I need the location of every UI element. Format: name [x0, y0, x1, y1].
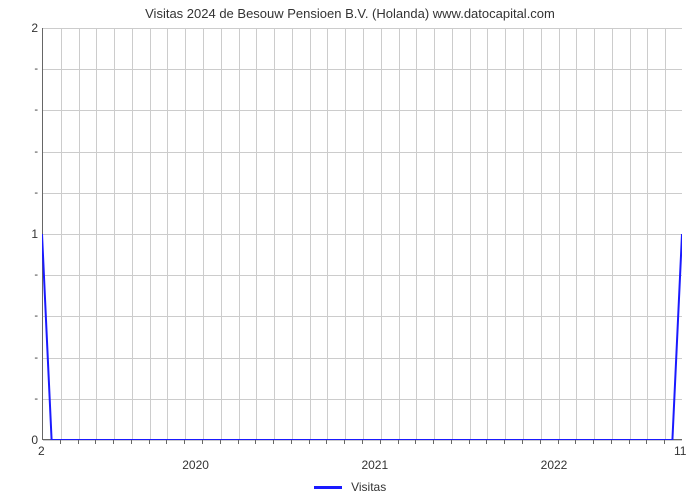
legend-swatch: [314, 486, 342, 489]
xtick-mark: [398, 440, 399, 444]
gridline-v: [523, 28, 524, 439]
gridline-v: [647, 28, 648, 439]
xtick-mark: [415, 440, 416, 444]
xtick-mark: [78, 440, 79, 444]
xtick-mark: [255, 440, 256, 444]
legend: Visitas: [0, 480, 700, 494]
xtick-mark: [362, 440, 363, 444]
xtick-label: 2022: [541, 458, 568, 472]
gridline-v: [132, 28, 133, 439]
gridline-v: [345, 28, 346, 439]
gridline-v: [576, 28, 577, 439]
gridline-v: [203, 28, 204, 439]
ytick-label: 2: [8, 21, 38, 35]
xtick-mark: [326, 440, 327, 444]
ytick-minor: -: [8, 269, 38, 281]
ytick-minor: -: [8, 146, 38, 158]
xtick-mark: [380, 440, 381, 444]
gridline-v: [167, 28, 168, 439]
gridline-v: [594, 28, 595, 439]
xtick-mark: [202, 440, 203, 444]
ytick-minor: -: [8, 310, 38, 322]
xtick-mark: [131, 440, 132, 444]
ytick-minor: -: [8, 104, 38, 116]
chart-title: Visitas 2024 de Besouw Pensioen B.V. (Ho…: [0, 6, 700, 21]
xtick-mark: [646, 440, 647, 444]
gridline-v: [452, 28, 453, 439]
chart-container: Visitas 2024 de Besouw Pensioen B.V. (Ho…: [0, 0, 700, 500]
xtick-mark: [433, 440, 434, 444]
gridline-v: [399, 28, 400, 439]
gridline-v: [327, 28, 328, 439]
xtick-mark: [166, 440, 167, 444]
gridline-v: [239, 28, 240, 439]
xtick-label: 2020: [182, 458, 209, 472]
xtick-mark: [273, 440, 274, 444]
corner-label-bl: 2: [38, 444, 45, 458]
gridline-v: [630, 28, 631, 439]
xtick-mark: [60, 440, 61, 444]
xtick-mark: [291, 440, 292, 444]
gridline-v: [274, 28, 275, 439]
gridline-v: [559, 28, 560, 439]
gridline-v: [416, 28, 417, 439]
gridline-v: [114, 28, 115, 439]
xtick-mark: [469, 440, 470, 444]
xtick-mark: [113, 440, 114, 444]
ytick-minor: -: [8, 187, 38, 199]
gridline-v: [505, 28, 506, 439]
xtick-mark: [575, 440, 576, 444]
xtick-mark: [611, 440, 612, 444]
gridline-v: [256, 28, 257, 439]
legend-label: Visitas: [351, 480, 386, 494]
gridline-v: [541, 28, 542, 439]
xtick-mark: [95, 440, 96, 444]
xtick-mark: [451, 440, 452, 444]
gridline-v: [310, 28, 311, 439]
xtick-mark: [664, 440, 665, 444]
xtick-mark: [540, 440, 541, 444]
xtick-mark: [184, 440, 185, 444]
xtick-mark: [309, 440, 310, 444]
xtick-mark: [344, 440, 345, 444]
gridline-v: [96, 28, 97, 439]
gridline-v: [470, 28, 471, 439]
ytick-minor: -: [8, 352, 38, 364]
gridline-v: [612, 28, 613, 439]
corner-label-br: 11: [674, 444, 686, 458]
xtick-mark: [522, 440, 523, 444]
xtick-mark: [593, 440, 594, 444]
xtick-mark: [504, 440, 505, 444]
gridline-v: [61, 28, 62, 439]
xtick-mark: [238, 440, 239, 444]
xtick-mark: [220, 440, 221, 444]
xtick-label: 2021: [361, 458, 388, 472]
gridline-v: [292, 28, 293, 439]
ytick-minor: -: [8, 63, 38, 75]
gridline-v: [363, 28, 364, 439]
xtick-mark: [486, 440, 487, 444]
plot-area: [42, 28, 682, 440]
gridline-v: [434, 28, 435, 439]
xtick-mark: [558, 440, 559, 444]
gridline-v: [79, 28, 80, 439]
ytick-minor: -: [8, 393, 38, 405]
xtick-mark: [629, 440, 630, 444]
xtick-mark: [149, 440, 150, 444]
gridline-v: [185, 28, 186, 439]
ytick-label: 0: [8, 433, 38, 447]
gridline-v: [665, 28, 666, 439]
gridline-v: [381, 28, 382, 439]
gridline-v: [487, 28, 488, 439]
ytick-label: 1: [8, 227, 38, 241]
gridline-v: [150, 28, 151, 439]
gridline-v: [221, 28, 222, 439]
